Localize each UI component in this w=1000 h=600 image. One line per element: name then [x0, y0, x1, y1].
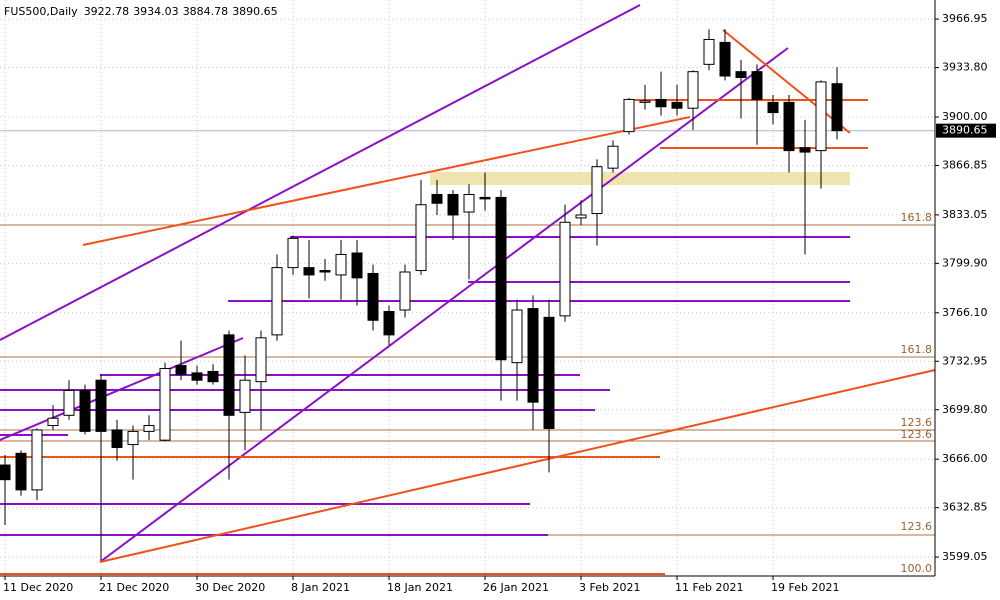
fib-label: 123.6 — [901, 428, 933, 441]
y-tick-label: 3833.05 — [942, 208, 988, 221]
candle-body — [511, 309, 523, 364]
trend-line — [82, 116, 691, 246]
candle-body — [783, 101, 795, 152]
candle-body — [159, 368, 171, 441]
candle-body — [175, 365, 187, 375]
x-tick-label: 21 Dec 2020 — [99, 581, 169, 594]
candle-body — [143, 425, 155, 432]
x-tick-label: 11 Feb 2021 — [675, 581, 743, 594]
price-label: 3890.65 — [942, 124, 988, 137]
candle-body — [767, 101, 779, 114]
x-tick-label: 3 Feb 2021 — [579, 581, 640, 594]
y-tick-label: 3666.00 — [942, 452, 988, 465]
price-box — [936, 123, 996, 138]
fib-label: 161.8 — [901, 211, 933, 224]
y-tick-label: 3632.85 — [942, 501, 988, 514]
candle-body — [191, 372, 203, 381]
x-tick-label: 26 Jan 2021 — [483, 581, 549, 594]
x-tick-label: 11 Dec 2020 — [3, 581, 73, 594]
candle-body — [831, 83, 843, 132]
candle-body — [735, 71, 747, 79]
candle-body — [559, 221, 571, 317]
x-tick-label: 30 Dec 2020 — [195, 581, 265, 594]
y-tick-label: 3966.95 — [942, 12, 988, 25]
candle-body — [639, 100, 651, 103]
candle-body — [63, 389, 75, 416]
high-value: 3934.03 — [133, 5, 179, 18]
y-tick-label: 3766.10 — [942, 306, 988, 319]
candle-body — [271, 267, 283, 336]
x-tick-label: 18 Jan 2021 — [387, 581, 453, 594]
candle-body — [751, 71, 763, 100]
candle-body — [447, 193, 459, 216]
x-tick-label: 19 Feb 2021 — [771, 581, 839, 594]
candle-body — [671, 101, 683, 109]
fib-label: 100.0 — [901, 562, 933, 575]
candle-body — [431, 193, 443, 204]
candles — [0, 29, 843, 561]
candle-body — [335, 253, 347, 276]
candle-body — [31, 429, 43, 491]
candle-body — [687, 71, 699, 109]
candle-body — [255, 337, 267, 383]
candle-body — [655, 98, 667, 108]
trend-line — [99, 47, 789, 563]
close-value: 3890.65 — [232, 5, 278, 18]
candle-body — [239, 379, 251, 413]
candle-body — [623, 98, 635, 133]
trend-line — [722, 29, 851, 134]
y-tick-label: 3900.00 — [942, 110, 988, 123]
candle-body — [383, 310, 395, 336]
candle-body — [367, 272, 379, 321]
candle-body — [479, 196, 491, 200]
y-tick-label: 3799.90 — [942, 256, 988, 269]
fib-label: 123.6 — [901, 416, 933, 429]
candle-body — [415, 204, 427, 272]
candle-body — [543, 316, 555, 429]
candle-body — [319, 270, 331, 273]
candle-body — [223, 334, 235, 416]
zone — [430, 172, 850, 185]
candle-body — [591, 166, 603, 215]
x-tick-label: 8 Jan 2021 — [291, 581, 350, 594]
trend-line — [0, 4, 641, 341]
chart-title: FUS500,Daily 3922.78 3934.03 3884.78 3890.65 — [4, 5, 278, 18]
candle-body — [607, 145, 619, 169]
fib-label: 161.8 — [901, 343, 933, 356]
candle-body — [95, 379, 107, 432]
candle-body — [79, 389, 91, 432]
candle-body — [0, 464, 11, 481]
candle-body — [207, 370, 219, 383]
y-tick-label: 3732.95 — [942, 354, 988, 367]
candle-body — [351, 252, 363, 279]
trend-line — [99, 369, 936, 563]
fib-label: 123.6 — [901, 520, 933, 533]
open-value: 3922.78 — [84, 5, 130, 18]
y-tick-label: 3599.05 — [942, 550, 988, 563]
y-tick-label: 3699.80 — [942, 403, 988, 416]
low-value: 3884.78 — [183, 5, 229, 18]
candle-body — [15, 452, 27, 491]
candle-body — [47, 417, 59, 427]
candle-body — [111, 429, 123, 448]
candle-body — [495, 196, 507, 361]
candle-body — [719, 41, 731, 77]
candle-body — [575, 214, 587, 219]
candle-body — [303, 267, 315, 276]
y-tick-label: 3866.85 — [942, 158, 988, 171]
symbol: FUS500,Daily — [4, 5, 78, 18]
candle-body — [287, 237, 299, 269]
candle-body — [703, 38, 715, 65]
y-tick-label: 3933.80 — [942, 61, 988, 74]
candle-body — [815, 81, 827, 152]
fib-levels: 161.8 161.8 123.6 123.6 123.6 100.0 — [0, 211, 935, 575]
candle-body — [399, 271, 411, 311]
candle-body — [527, 308, 539, 403]
candle-body — [127, 430, 139, 446]
candle-body — [799, 147, 811, 153]
candle-body — [463, 193, 475, 213]
